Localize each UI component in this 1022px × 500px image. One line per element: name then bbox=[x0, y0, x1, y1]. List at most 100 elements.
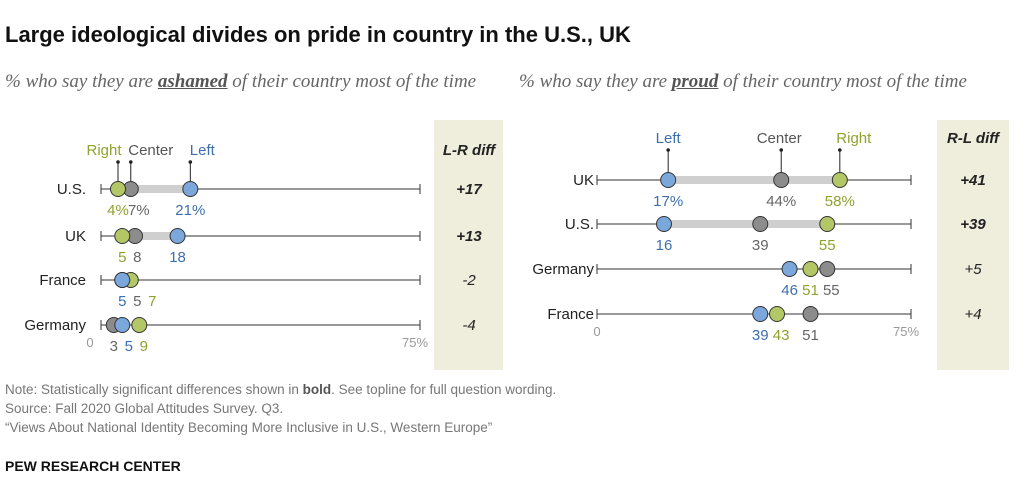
panel2-row-2-value-right: 55 bbox=[819, 237, 836, 254]
panel1-row-1-dot-right bbox=[110, 181, 127, 197]
panel2-row-4-dot-right bbox=[769, 306, 786, 322]
panel2-legend-left: Left bbox=[656, 130, 682, 147]
panel1-row-2-country-label: UK bbox=[65, 228, 86, 245]
right-subtitle: % who say they are proud of their countr… bbox=[519, 68, 989, 95]
note-line: Note: Statistically significant differen… bbox=[5, 380, 556, 399]
panel1-row-2-value-center: 8 bbox=[133, 249, 141, 266]
panel1-row-3-value-center: 5 bbox=[133, 293, 141, 310]
panel1-legend-leader-dot-left bbox=[188, 160, 193, 164]
panel2-row-2-country-label: U.S. bbox=[565, 216, 594, 233]
panel2-row-1-dot-center bbox=[773, 172, 790, 188]
panel2-row-2-dot-left bbox=[655, 216, 672, 232]
report-line: “Views About National Identity Becoming … bbox=[5, 420, 493, 435]
panel1-row-1-value-center: 7% bbox=[128, 202, 150, 219]
panel2-row-2-dot-center bbox=[752, 216, 769, 232]
panel1-row-4-value-left: 5 bbox=[125, 338, 133, 355]
panel2-row-4-value-left: 39 bbox=[752, 327, 769, 344]
note-bold: bold bbox=[302, 382, 332, 397]
panel2-axis-min-label: 0 bbox=[593, 324, 600, 339]
panel1-row-2-value-right: 5 bbox=[118, 249, 126, 266]
panel1-row-3-dot-left bbox=[114, 272, 131, 288]
panel2-row-2-value-center: 39 bbox=[752, 237, 769, 254]
left-subtitle: % who say they are ashamed of their coun… bbox=[5, 68, 485, 95]
left-subtitle-pre: % who say they are bbox=[5, 71, 158, 92]
panel2-row-3-country-label: Germany bbox=[532, 261, 594, 278]
brand-logo-text: PEW RESEARCH CENTER bbox=[5, 458, 181, 474]
panel1-row-1-value-left: 21% bbox=[175, 202, 205, 219]
panel1-legend-leader-dot-center bbox=[128, 160, 133, 164]
dot-plot-chart: L-R diff Left Center Right U.S. 4% 7% 21% +17 UK 5… bbox=[24, 120, 1009, 370]
notes: Note: Statistically significant differen… bbox=[5, 380, 556, 437]
panel2-row-4-country-label: France bbox=[547, 306, 594, 323]
panel1-legend-right: Right bbox=[86, 142, 122, 159]
panel1-row-2-diff-value: +13 bbox=[456, 228, 482, 245]
panel2-legend-center: Center bbox=[757, 130, 802, 147]
panel2-legend-leader-dot-right bbox=[838, 148, 842, 152]
panel2-row-3-value-center: 55 bbox=[823, 282, 840, 299]
panel1-row-1-range-bar bbox=[118, 185, 191, 193]
panel1-row-4-value-center: 3 bbox=[110, 338, 118, 355]
panel2-row-2-dot-right bbox=[819, 216, 836, 232]
panel1-row-2-value-left: 18 bbox=[169, 249, 186, 266]
panel1-row-3-diff-value: -2 bbox=[462, 272, 476, 289]
right-subtitle-pre: % who say they are bbox=[519, 71, 672, 92]
panel1-row-1-value-right: 4% bbox=[107, 202, 129, 219]
panel1-row-3-country-label: France bbox=[39, 272, 86, 289]
page-title: Large ideological divides on pride in co… bbox=[5, 22, 631, 47]
panel2-row-3-value-right: 51 bbox=[802, 282, 819, 299]
panel2-row-1-dot-right bbox=[831, 172, 848, 188]
left-subtitle-post: of their country most of the time bbox=[227, 71, 477, 92]
panel2-legend-right: Right bbox=[836, 130, 872, 147]
panel2-row-2-value-left: 16 bbox=[656, 237, 673, 254]
panel1-axis-min-label: 0 bbox=[86, 335, 93, 350]
panel2-row-3-dot-center bbox=[819, 261, 836, 277]
panel2-row-4-dot-left bbox=[752, 306, 769, 322]
panel2-row-2-diff-value: +39 bbox=[960, 216, 986, 233]
panel1-diff-header: L-R diff bbox=[443, 142, 497, 159]
panel1-row-4-dot-right bbox=[131, 317, 148, 333]
panel2-row-3-dot-right bbox=[802, 261, 819, 277]
panel2-row-1-value-center: 44% bbox=[766, 193, 796, 210]
source-line: Source: Fall 2020 Global Attitudes Surve… bbox=[5, 401, 284, 416]
panel2-row-4-dot-center bbox=[802, 306, 819, 322]
panel1-legend-left: Left bbox=[190, 142, 216, 159]
panel2-row-1-country-label: UK bbox=[573, 172, 594, 189]
panel1-row-4-diff-value: -4 bbox=[462, 317, 475, 334]
panel2-row-3-diff-value: +5 bbox=[964, 261, 982, 278]
panel2-row-4-value-right: 43 bbox=[773, 327, 790, 344]
panel1-row-2-dot-left bbox=[169, 228, 186, 244]
panel2-axis-max-label: 75% bbox=[893, 324, 919, 339]
panel2-row-1-dot-left bbox=[660, 172, 677, 188]
right-subtitle-key: proud bbox=[671, 71, 719, 92]
panel1-row-3-value-right: 7 bbox=[148, 293, 156, 310]
panel2-diff-header: R-L diff bbox=[947, 130, 1001, 147]
panel1-row-2-dot-right bbox=[114, 228, 131, 244]
panel1-axis-max-label: 75% bbox=[402, 335, 428, 350]
panel2-row-4-diff-value: +4 bbox=[964, 306, 981, 323]
panel2-row-3-dot-left bbox=[781, 261, 798, 277]
panel1-row-4-value-right: 9 bbox=[140, 338, 148, 355]
panel1-legend-center: Center bbox=[128, 142, 173, 159]
note-post: . See topline for full question wording. bbox=[331, 382, 557, 397]
panel2-row-1-range-bar bbox=[668, 176, 840, 184]
panel1-row-1-country-label: U.S. bbox=[57, 181, 86, 198]
panel1-legend-leader-dot-right bbox=[116, 160, 120, 164]
panel2-row-4-value-center: 51 bbox=[802, 327, 819, 344]
panel2-legend-leader-dot-left bbox=[666, 148, 670, 152]
panel1-row-4-dot-left bbox=[114, 317, 131, 333]
panel1-row-2-range-bar bbox=[122, 232, 178, 240]
note-pre: Note: Statistically significant differen… bbox=[5, 382, 303, 397]
right-subtitle-post: of their country most of the time bbox=[718, 71, 967, 92]
panel1-row-1-dot-left bbox=[182, 181, 199, 197]
panel1-row-3-value-left: 5 bbox=[118, 293, 126, 310]
panel2-legend-leader-dot-center bbox=[779, 148, 784, 152]
panel2-diff-column bbox=[937, 120, 1009, 370]
left-subtitle-key: ashamed bbox=[157, 71, 228, 92]
panel2-row-1-diff-value: +41 bbox=[960, 172, 985, 189]
panel1-diff-column bbox=[434, 120, 503, 370]
panel2-row-1-value-right: 58% bbox=[825, 193, 855, 210]
panel2-row-2-range-bar bbox=[663, 220, 828, 228]
panel1-row-4-country-label: Germany bbox=[24, 317, 86, 334]
panel2-row-3-value-left: 46 bbox=[781, 282, 798, 299]
panel2-row-1-value-left: 17% bbox=[653, 193, 683, 210]
